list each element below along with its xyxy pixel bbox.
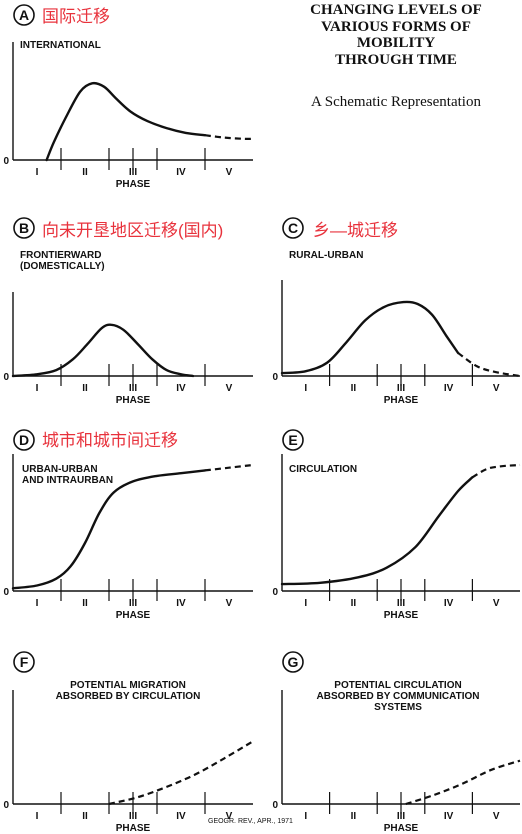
panel-e-dashed-curve xyxy=(471,463,521,479)
panel-e-letter: E xyxy=(288,432,297,448)
panel-d-phase-label: V xyxy=(226,598,233,609)
panel-b-phase-label: V xyxy=(226,383,233,394)
panel-a-phase-label: I xyxy=(36,167,39,178)
panel-f-dashed-curve xyxy=(108,740,254,806)
panel-d-label: URBAN-URBAN xyxy=(22,464,98,475)
panel-e-phase-label: II xyxy=(351,598,357,609)
panel-b-label: FRONTIERWARD xyxy=(20,250,101,261)
panel-a-letter-circle xyxy=(13,4,35,26)
panel-f-label: ABSORBED BY CIRCULATION xyxy=(56,691,201,702)
panel-c-phase-label: III xyxy=(397,383,406,394)
panel-b-label: (DOMESTICALLY) xyxy=(20,261,105,272)
figure-subtitle: A Schematic Representation xyxy=(311,94,481,110)
panel-e-phase-label: V xyxy=(493,598,500,609)
panel-b-letter: B xyxy=(19,220,29,236)
panel-f-phase-label: V xyxy=(226,811,233,822)
panel-g-phase-label: III xyxy=(397,811,406,822)
panel-d-solid-curve xyxy=(11,469,207,590)
panel-d-phase-label: III xyxy=(129,598,138,609)
panel-b-solid-curve xyxy=(11,323,195,378)
panel-g-phase-label: II xyxy=(351,811,357,822)
panel-e-phase-label: I xyxy=(304,598,307,609)
panel-g-dashed-curve xyxy=(405,759,521,806)
panel-b-phase-label: III xyxy=(129,383,138,394)
panel-e-zero-label: 0 xyxy=(272,587,278,598)
panel-d-phase-label: II xyxy=(82,598,88,609)
panel-g-label: SYSTEMS xyxy=(374,702,422,713)
source-credit: GEOGR. REV., APR., 1971 xyxy=(208,818,293,825)
panel-b-phase-label: I xyxy=(36,383,39,394)
panel-a-dashed-curve xyxy=(204,134,254,140)
panel-b-zero-label: 0 xyxy=(3,372,9,383)
panel-d-label: AND INTRAURBAN xyxy=(22,475,113,486)
panel-a-phase-label: II xyxy=(82,167,88,178)
panel-g-letter: G xyxy=(288,654,299,670)
panel-f-phase-label: III xyxy=(129,811,138,822)
panel-e-phase-label: IV xyxy=(444,598,454,609)
panel-f-letter-circle xyxy=(13,651,35,673)
figure-title-line: CHANGING LEVELS OF xyxy=(310,2,482,18)
panel-c-annotation: 乡—城迁移 xyxy=(313,221,398,240)
panel-f-phase-label: I xyxy=(36,811,39,822)
panel-g-label: ABSORBED BY COMMUNICATION xyxy=(317,691,480,702)
panel-g-xlabel: PHASE xyxy=(384,823,419,834)
figure-title-line: MOBILITY xyxy=(356,35,436,51)
panel-c-label: RURAL-URBAN xyxy=(289,250,363,261)
panel-a-phase-label: IV xyxy=(176,167,186,178)
panel-e-solid-curve xyxy=(280,476,474,586)
panel-f-xlabel: PHASE xyxy=(116,823,151,834)
panel-b-letter-circle xyxy=(13,217,35,239)
panel-f-phase-label: IV xyxy=(176,811,186,822)
panel-e-xlabel: PHASE xyxy=(384,610,419,621)
panel-a-xlabel: PHASE xyxy=(116,179,151,190)
panel-d-xlabel: PHASE xyxy=(116,610,151,621)
panel-a-label: INTERNATIONAL xyxy=(20,40,101,51)
panel-g-letter-circle xyxy=(282,651,304,673)
panel-b-annotation: 向未开垦地区迁移(国内) xyxy=(42,221,223,240)
panel-b-phase-label: IV xyxy=(176,383,186,394)
panel-e-phase-label: III xyxy=(397,598,406,609)
panel-a-solid-curve xyxy=(45,81,207,162)
panel-a-phase-label: III xyxy=(129,167,138,178)
panel-b-xlabel: PHASE xyxy=(116,395,151,406)
panel-f-phase-label: II xyxy=(82,811,88,822)
panel-d-letter-circle xyxy=(13,429,35,451)
panel-g-phase-label: IV xyxy=(444,811,454,822)
panel-d-letter: D xyxy=(19,432,29,448)
panel-g-label: POTENTIAL CIRCULATION xyxy=(334,680,461,691)
panel-c-letter: C xyxy=(288,220,298,236)
panel-d-annotation: 城市和城市间迁移 xyxy=(42,431,178,450)
panel-f-letter: F xyxy=(20,654,29,670)
panel-c-solid-curve xyxy=(280,300,460,375)
figure-title-line: VARIOUS FORMS OF xyxy=(321,18,471,35)
panel-d-phase-label: I xyxy=(36,598,39,609)
panel-c-letter-circle xyxy=(282,217,304,239)
panel-g-zero-label: 0 xyxy=(272,800,278,811)
panel-c-phase-label: II xyxy=(351,383,357,394)
panel-f-label: POTENTIAL MIGRATION xyxy=(70,680,186,691)
panel-b-phase-label: II xyxy=(82,383,88,394)
panel-a-zero-label: 0 xyxy=(3,156,9,167)
panel-g-phase-label: V xyxy=(493,811,500,822)
panel-f-zero-label: 0 xyxy=(3,800,9,811)
panel-c-xlabel: PHASE xyxy=(384,395,419,406)
figure-title-line: THROUGH TIME xyxy=(335,51,457,68)
panel-e-letter-circle xyxy=(282,429,304,451)
panel-d-phase-label: IV xyxy=(176,598,186,609)
panel-c-phase-label: V xyxy=(493,383,500,394)
panel-d-dashed-curve xyxy=(204,463,254,472)
panel-g-phase-label: I xyxy=(304,811,307,822)
panel-e-label: CIRCULATION xyxy=(289,464,357,475)
panel-d-zero-label: 0 xyxy=(3,587,9,598)
panel-c-zero-label: 0 xyxy=(272,372,278,383)
panel-a-phase-label: V xyxy=(226,167,233,178)
panel-c-phase-label: I xyxy=(304,383,307,394)
panel-c-phase-label: IV xyxy=(444,383,454,394)
panel-a-letter: A xyxy=(19,7,29,23)
panel-c-dashed-curve xyxy=(457,352,521,378)
figure-title: CHANGING LEVELS OF VARIOUS FORMS OF MOBI… xyxy=(270,2,522,68)
panel-a-annotation: 国际迁移 xyxy=(42,7,110,26)
